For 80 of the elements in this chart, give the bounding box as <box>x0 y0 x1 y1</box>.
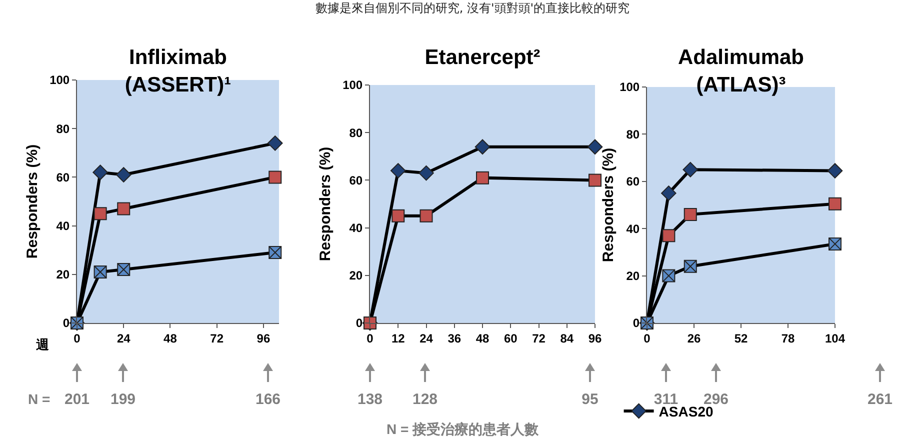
y-tick-label: 80 <box>626 127 640 142</box>
point <box>588 174 602 187</box>
point <box>587 139 603 155</box>
point <box>92 164 108 180</box>
point <box>268 170 282 184</box>
point <box>418 165 434 181</box>
point <box>684 208 697 221</box>
y-tick-label: 20 <box>349 268 363 283</box>
y-tick-label: 20 <box>626 269 640 283</box>
point <box>117 263 130 276</box>
y-tick-label: 100 <box>342 78 363 92</box>
point <box>828 197 842 210</box>
point <box>684 260 697 273</box>
point <box>682 162 698 178</box>
x-tick-label: 0 <box>644 331 651 346</box>
text: 199 <box>110 391 136 408</box>
x-tick-label: 24 <box>420 331 434 346</box>
y-tick-label: 0 <box>356 316 363 330</box>
y-tick-label: 80 <box>349 126 363 140</box>
x-axis-title: 週 <box>35 338 50 353</box>
x-tick-label: 96 <box>588 331 602 346</box>
chart-title: Etanercept² <box>424 46 540 69</box>
chart-title: Infliximab (ASSERT)¹ <box>124 46 232 96</box>
x-tick-label: 24 <box>116 331 131 346</box>
y-tick-label: 100 <box>50 73 70 88</box>
point <box>827 163 843 178</box>
y-tick-label: 40 <box>349 221 363 235</box>
point <box>94 265 107 278</box>
x-tick-label: 26 <box>687 331 701 346</box>
y-tick-label: 60 <box>626 174 640 189</box>
y-tick-label: 60 <box>349 173 363 188</box>
y-tick-label: 60 <box>56 170 70 184</box>
x-tick-label: 48 <box>476 331 490 346</box>
x-tick-label: 48 <box>164 331 178 346</box>
point <box>390 163 406 178</box>
y-tick-label: 100 <box>620 80 640 94</box>
text: 261 <box>867 391 893 408</box>
point <box>662 269 676 282</box>
point <box>662 229 676 242</box>
text: N = 接受治療的患者人數 <box>386 421 539 439</box>
chart-title: Adalimumab (ATLAS)³ <box>678 46 804 96</box>
text: 138 <box>357 391 383 408</box>
y-tick-label: 40 <box>56 219 70 233</box>
text: 95 <box>582 391 598 408</box>
point <box>420 209 433 222</box>
x-tick-label: 72 <box>532 331 546 346</box>
x-tick-label: 96 <box>256 331 270 346</box>
y-tick-label: 20 <box>56 268 70 282</box>
y-tick-label: 0 <box>632 316 640 330</box>
point <box>661 186 676 201</box>
x-tick-label: 0 <box>366 331 374 346</box>
y-tick-label: 80 <box>56 122 70 136</box>
point <box>268 246 282 260</box>
point <box>474 139 490 155</box>
point <box>116 167 132 182</box>
x-tick-label: 0 <box>74 331 81 346</box>
x-tick-label: 52 <box>734 331 748 346</box>
point <box>117 202 130 216</box>
text: 128 <box>412 391 438 408</box>
point <box>476 171 489 184</box>
text: 166 <box>255 391 281 408</box>
y-axis-title: Responders (%) <box>24 144 41 259</box>
x-tick-label: 104 <box>824 331 846 346</box>
x-tick-label: 72 <box>210 331 224 346</box>
point <box>392 209 405 222</box>
y-axis-title: Responders (%) <box>600 148 617 262</box>
x-tick-label: 12 <box>391 331 406 346</box>
text: N = <box>28 391 50 407</box>
y-tick-label: 0 <box>62 316 70 330</box>
x-tick-label: 78 <box>781 331 795 346</box>
x-tick-label: 84 <box>560 331 574 346</box>
x-tick-label: 36 <box>448 331 462 346</box>
y-tick-label: 40 <box>626 222 640 236</box>
point <box>267 136 283 151</box>
text: 201 <box>64 391 90 408</box>
y-axis-title: Responders (%) <box>316 146 334 262</box>
point <box>828 237 842 250</box>
point <box>94 207 107 220</box>
x-tick-label: 60 <box>504 331 518 346</box>
chart-subtitle: 數據是來自個別不同的研究, 沒有'頭對頭'的直接比較的研究 <box>315 0 630 17</box>
